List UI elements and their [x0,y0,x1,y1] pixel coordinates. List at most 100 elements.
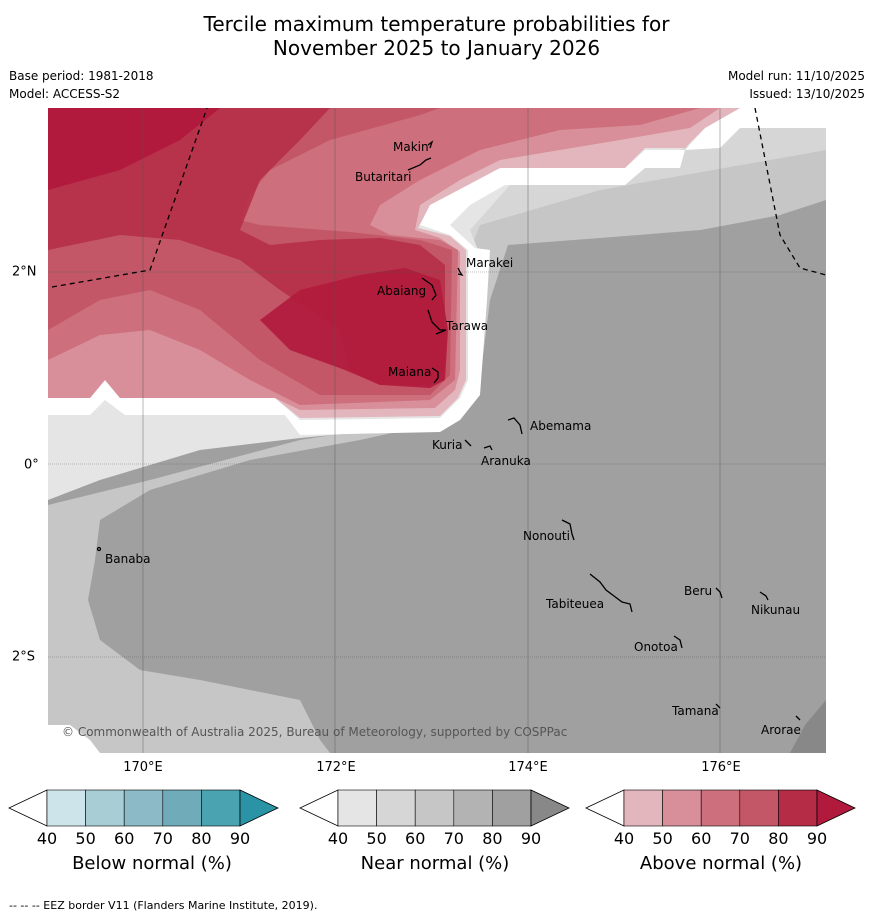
label-onotoa: Onotoa [634,640,678,654]
above-normal-northwest-core [48,108,220,190]
colorbar-segment [739,789,779,827]
issued-date: Issued: 13/10/2025 [749,87,865,101]
label-banaba: Banaba [105,552,151,566]
label-kuria: Kuria [432,438,463,452]
island-onotoa [673,635,683,649]
colorbar-tick-label: 60 [405,829,426,848]
colorbar-tick-label: 60 [691,829,712,848]
label-tabiteuea: Tabiteuea [545,597,604,611]
island-banaba [96,546,102,552]
label-nonouti: Nonouti [523,529,570,543]
colorbar-segment [8,789,48,827]
colorbar-segment [376,789,416,827]
island-maiana [431,367,439,384]
colorbar-tick-label: 80 [768,829,789,848]
island-arorae [795,715,801,721]
label-aranuka: Aranuka [481,454,531,468]
label-tamana: Tamana [671,704,719,718]
colorbar-tick-label: 50 [652,829,673,848]
label-makin: Makin [393,140,429,154]
label-abaiang: Abaiang [377,284,426,298]
island-aranuka [483,445,493,451]
colorbar-segment [585,789,625,827]
colorbar-tick-label: 50 [366,829,387,848]
colorbar-segment [299,789,339,827]
label-arorae: Arorae [761,723,801,737]
colorbar-segment [778,789,818,827]
meta-left: Base period: 1981-2018 Model: ACCESS-S2 [9,67,154,103]
colorbar-segment [492,789,532,827]
colorbar-title-below: Below normal (%) [72,853,232,874]
colorbar-tick-label: 40 [36,829,58,848]
meta-right: Model run: 11/10/2025 Issued: 13/10/2025 [728,67,865,103]
label-tarawa: Tarawa [445,319,488,333]
copyright-notice: © Commonwealth of Australia 2025, Bureau… [62,725,567,739]
lon-label-170: 170°E [123,760,163,775]
island-tamana [715,703,721,709]
island-abemama [507,417,523,435]
label-maiana: Maiana [388,365,431,379]
colorbar-segment [530,789,570,827]
gridlines [48,108,826,753]
model-run: Model run: 11/10/2025 [727,69,865,83]
base-period: Base period: 1981-2018 [9,69,154,83]
colorbar-tick-label: 90 [806,829,828,848]
colorbar-near-normal [299,789,570,827]
colorbar-title-above: Above normal (%) [639,853,803,874]
colorbar-tick-label: 50 [75,829,96,848]
place-labels: Makin Butaritari Marakei Abaiang Tarawa … [62,140,801,739]
islands [96,140,801,721]
colorbar-segment [453,789,493,827]
near-normal-80-90-southeast [790,700,826,753]
colorbar-tick-label: 90 [520,829,542,848]
lat-label-0: 0° [24,457,39,473]
island-makin [427,140,434,149]
map-panel: Makin Butaritari Marakei Abaiang Tarawa … [48,108,826,753]
island-nikunau [759,591,769,601]
label-beru: Beru [684,584,712,598]
footer-note: -- -- -- EEZ border V11 (Flanders Marine… [9,899,318,912]
colorbar-tick-label: 70 [152,829,173,848]
colorbar-segment [662,789,702,827]
title-line-2: November 2025 to January 2026 [272,36,601,60]
colorbar-tick-label: 70 [729,829,750,848]
lon-label-176: 176°E [701,760,741,775]
colorbar-title-near: Near normal (%) [360,853,510,874]
eez-border [51,108,826,288]
island-tabiteuea [589,573,633,613]
colorbar-segment [162,789,202,827]
colorbar-tick-label: 40 [613,829,635,848]
lat-label-2n: 2°N [12,264,37,280]
white-gap-band [48,108,826,435]
colorbar-segment [816,789,856,827]
label-marakei: Marakei [466,256,513,270]
colorbar-tick-label: 40 [327,829,349,848]
colorbar-above-normal [585,789,856,827]
model-name: Model: ACCESS-S2 [9,87,121,101]
colorbar-segment [700,789,741,827]
island-kuria [464,439,472,447]
label-nikunau: Nikunau [751,603,800,617]
colorbar-tick-label: 80 [191,829,212,848]
island-tarawa [427,309,447,335]
colorbar-segment [201,789,241,827]
label-butaritari: Butaritari [355,170,412,184]
island-marakei [457,267,464,277]
colorbar-segment [414,789,455,827]
island-butaritari [407,157,432,171]
colorbar-segment [337,789,377,827]
island-abaiang [421,277,437,301]
colorbar-segment [46,789,86,827]
label-abemama: Abemama [530,419,591,433]
lat-label-2s: 2°S [12,649,36,665]
above-normal-core [260,268,448,388]
chart-title: Tercile maximum temperature probabilitie… [0,12,873,60]
island-beru [715,587,723,599]
colorbar-tick-label: 90 [229,829,251,848]
colorbar-tick-label: 70 [443,829,464,848]
lon-label-172: 172°E [316,760,356,775]
white-gap-southwest [48,725,100,753]
colorbar-segment [85,789,125,827]
title-line-1: Tercile maximum temperature probabilitie… [203,12,670,36]
colorbar-segment [239,789,279,827]
